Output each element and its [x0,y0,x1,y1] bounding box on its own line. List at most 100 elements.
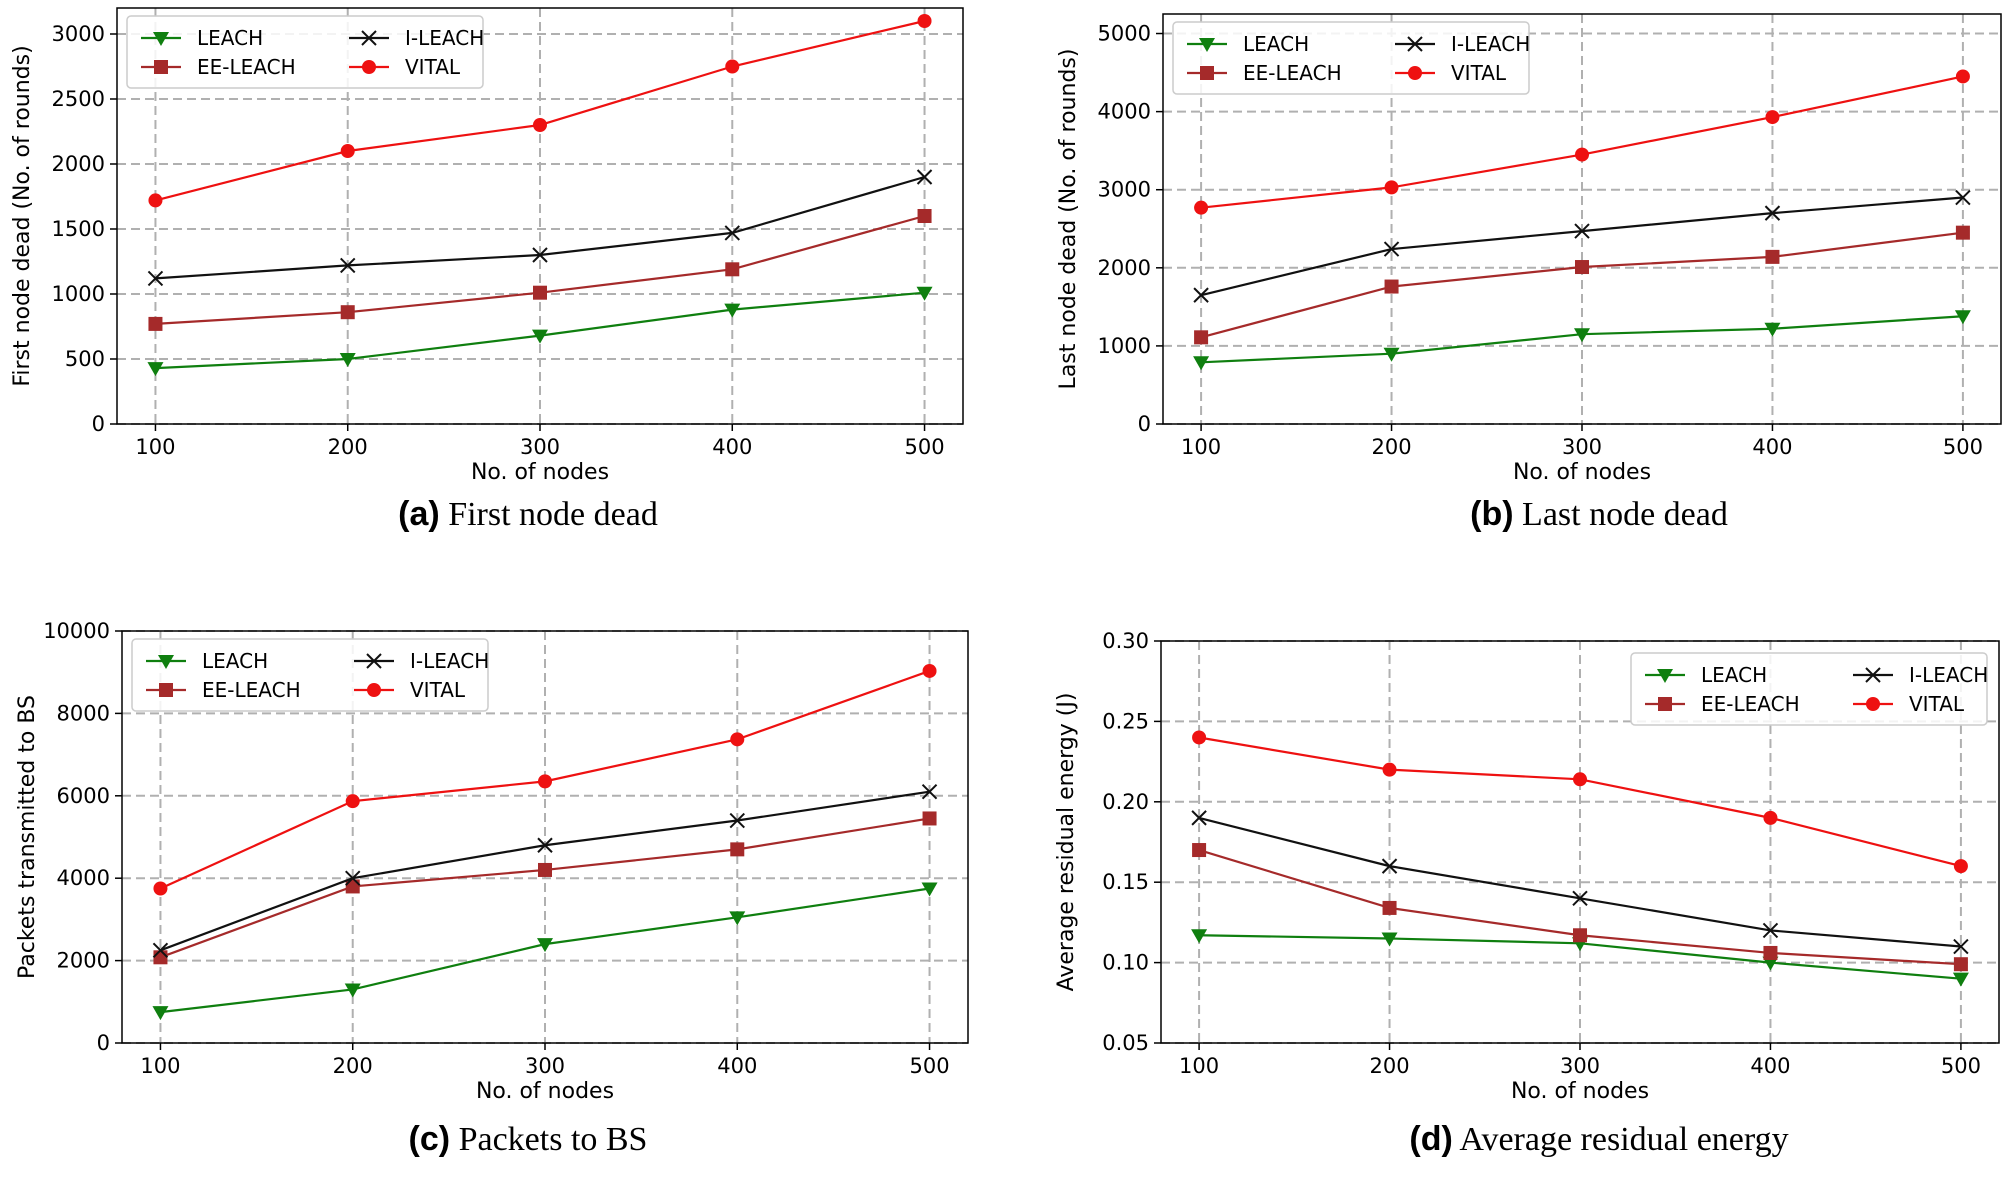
data-point-vital [340,144,355,158]
legend-label-leach: LEACH [1701,663,1767,687]
legend-marker-i-leach [361,30,377,46]
caption-title: Average residual energy [1453,1121,1789,1158]
x-tick-label: 500 [1941,1054,1981,1078]
legend-label-leach: LEACH [202,649,268,673]
chart-panel-3: 100 200 300 400 500 0.05 0.10 0.15 0.20 0.25 0.30 N… [1054,629,2000,1158]
data-point-vital [1192,730,1207,745]
data-point-leach [1381,932,1398,947]
data-point-vital [730,732,745,747]
legend-marker-vital [1408,66,1422,80]
data-point-vital [148,193,163,208]
data-point-leach [147,362,164,377]
data-point-ee-leach [725,262,740,277]
data-point-leach [921,882,938,897]
legend-label-i-leach: I-LEACH [1909,663,1988,687]
y-tick-label: 0 [97,1031,110,1055]
data-point-ee-leach [1573,928,1587,943]
legend-label-ee-leach: EE-LEACH [202,678,301,702]
legend-marker-vital [362,60,376,74]
data-point-i-leach [1193,287,1209,303]
data-point-ee-leach [345,879,360,894]
data-point-vital [345,794,360,809]
x-tick-label: 300 [525,1054,565,1078]
data-point-vital [922,663,937,678]
legend-frame [126,15,484,89]
legend-label-vital: VITAL [410,678,466,702]
data-point-ee-leach [922,811,937,826]
y-tick-label: 0.15 [1102,870,1149,894]
legend-label-i-leach: I-LEACH [410,649,489,673]
data-point-leach [724,303,741,318]
caption-title: First node dead [440,496,658,533]
data-point-vital [533,118,547,132]
data-point-leach [1762,956,1779,971]
data-point-i-leach [532,247,548,263]
data-point-leach [1954,310,1971,325]
y-tick-label: 2500 [52,87,105,111]
data-point-i-leach [1762,922,1779,939]
y-tick-label: 0.25 [1102,709,1149,733]
data-point-vital [1763,810,1778,825]
y-tick-label: 0.05 [1102,1031,1149,1055]
caption-label: (b) [1470,495,1513,533]
data-point-vital [1575,147,1589,162]
legend-label-ee-leach: EE-LEACH [1243,61,1342,85]
data-point-leach [344,983,361,998]
data-point-leach [1764,322,1781,337]
legend-label-vital: VITAL [1909,692,1965,716]
legend-marker-leach [1199,38,1215,52]
x-tick-label: 100 [140,1054,180,1078]
data-point-leach [729,911,746,926]
x-tick-label: 300 [1562,435,1602,459]
legend-frame [131,638,489,712]
x-tick-label: 300 [1560,1054,1600,1078]
x-tick-label: 200 [1369,1054,1409,1078]
data-point-i-leach [916,169,933,185]
x-tick-label: 400 [717,1054,757,1078]
data-point-i-leach [921,783,938,800]
x-tick-label: 500 [1943,435,1983,459]
x-tick-label: 100 [1179,1054,1219,1078]
data-point-vital [1765,110,1780,125]
legend-label-i-leach: I-LEACH [1451,32,1530,56]
legend-frame [1172,21,1530,95]
data-point-i-leach [345,870,361,886]
data-point-i-leach [1381,858,1398,874]
y-tick-label: 3000 [52,22,105,46]
y-tick-label: 4000 [1098,100,1151,124]
y-tick-label: 1000 [1098,334,1151,358]
chart-panel-0: 100 200 300 400 500 0 500 1000 1500 2000 2500 3000 N… [10,7,964,533]
legend-label-leach: LEACH [197,26,263,50]
x-tick-label: 400 [1750,1054,1790,1078]
legend-marker-i-leach [366,653,382,669]
legend-marker-ee-leach [1200,66,1214,80]
data-point-leach [916,286,933,301]
y-axis-label: Average residual energy (J) [1054,693,1079,992]
y-tick-label: 2000 [52,152,105,176]
caption-title: Last node dead [1514,496,1728,533]
x-tick-label: 100 [135,435,175,459]
data-point-leach [532,329,548,344]
y-tick-label: 0 [1138,412,1151,436]
data-point-leach [1952,972,1969,987]
data-point-i-leach [1191,810,1207,826]
y-tick-label: 500 [65,347,105,371]
data-point-vital [917,14,932,28]
y-tick-label: 0.20 [1102,790,1149,814]
y-tick-label: 10000 [43,619,110,643]
x-tick-label: 200 [333,1054,373,1078]
legend-marker-leach [158,655,174,669]
data-point-ee-leach [1575,260,1589,275]
data-point-ee-leach [1955,225,1970,240]
data-point-i-leach [1572,890,1588,906]
x-tick-label: 300 [520,435,560,459]
y-tick-label: 0 [92,412,105,436]
x-axis-label: No. of nodes [471,460,609,485]
data-point-ee-leach [730,842,745,857]
legend-label-ee-leach: EE-LEACH [197,55,296,79]
data-point-leach [1574,328,1590,343]
data-point-i-leach [1764,205,1781,221]
y-tick-label: 4000 [57,866,110,890]
chart-panel-2: 100 200 300 400 500 0 2000 4000 6000 8000 10000 No.… [15,619,969,1158]
legend-marker-i-leach [1865,667,1881,683]
